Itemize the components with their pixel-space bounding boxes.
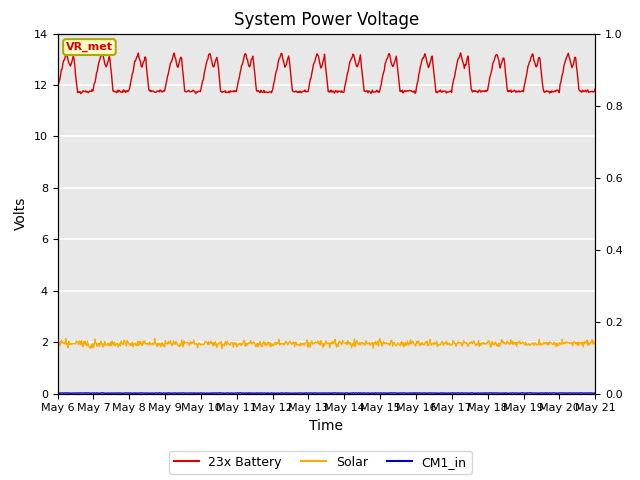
Solar bbox=[120, 341, 127, 347]
23x Battery bbox=[393, 60, 401, 66]
Solar bbox=[409, 338, 417, 344]
Solar bbox=[202, 339, 210, 345]
Legend: 23x Battery, Solar, CM1_in: 23x Battery, Solar, CM1_in bbox=[168, 451, 472, 474]
Solar bbox=[174, 342, 182, 348]
Line: CM1_in: CM1_in bbox=[58, 393, 595, 394]
CM1_in bbox=[216, 390, 224, 396]
Solar bbox=[64, 345, 72, 351]
23x Battery bbox=[204, 58, 211, 63]
23x Battery bbox=[120, 88, 128, 94]
23x Battery bbox=[591, 86, 599, 92]
Solar bbox=[591, 342, 599, 348]
CM1_in bbox=[202, 390, 210, 396]
Solar bbox=[54, 339, 61, 345]
Text: VR_met: VR_met bbox=[66, 42, 113, 52]
Solar bbox=[62, 336, 70, 341]
Solar bbox=[393, 341, 401, 347]
X-axis label: Time: Time bbox=[309, 419, 344, 433]
23x Battery bbox=[409, 89, 417, 95]
CM1_in bbox=[173, 390, 181, 396]
23x Battery bbox=[54, 87, 61, 93]
Title: System Power Voltage: System Power Voltage bbox=[234, 11, 419, 29]
Y-axis label: Volts: Volts bbox=[14, 197, 28, 230]
CM1_in bbox=[54, 390, 61, 396]
23x Battery bbox=[77, 91, 84, 96]
CM1_in bbox=[202, 391, 209, 396]
Line: 23x Battery: 23x Battery bbox=[58, 52, 595, 94]
CM1_in bbox=[591, 390, 599, 396]
CM1_in bbox=[119, 390, 127, 396]
23x Battery bbox=[64, 57, 72, 62]
Line: Solar: Solar bbox=[58, 338, 595, 348]
CM1_in bbox=[409, 391, 417, 396]
CM1_in bbox=[63, 390, 71, 396]
23x Battery bbox=[63, 49, 70, 55]
23x Battery bbox=[175, 61, 182, 67]
CM1_in bbox=[393, 390, 401, 396]
Solar bbox=[218, 346, 226, 351]
